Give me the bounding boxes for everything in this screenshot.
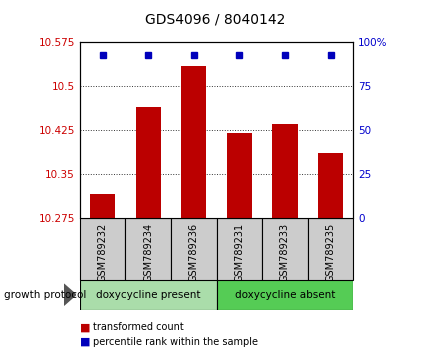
Bar [261,218,307,280]
Bar [272,124,297,218]
Text: GSM789234: GSM789234 [143,223,153,282]
Text: GSM789231: GSM789231 [234,223,244,282]
Bar [125,218,171,280]
Bar [181,66,206,218]
Text: percentile rank within the sample: percentile rank within the sample [92,337,257,347]
Bar [226,133,252,218]
Text: GSM789235: GSM789235 [325,223,335,282]
Bar [317,153,342,218]
Bar [216,218,261,280]
Text: doxycycline absent: doxycycline absent [234,290,335,300]
Text: GSM789236: GSM789236 [188,223,198,282]
Bar [80,218,125,280]
Text: GSM789232: GSM789232 [97,223,108,282]
Polygon shape [64,284,76,305]
Text: growth protocol: growth protocol [4,290,86,300]
Text: ■: ■ [80,337,90,347]
Bar [135,107,160,218]
Bar [216,280,353,310]
Text: GSM789233: GSM789233 [280,223,289,282]
Text: transformed count: transformed count [92,322,183,332]
Text: GDS4096 / 8040142: GDS4096 / 8040142 [145,12,285,27]
Text: ■: ■ [80,322,90,332]
Bar [80,280,216,310]
Bar [90,194,115,218]
Bar [171,218,216,280]
Bar [307,218,353,280]
Text: doxycycline present: doxycycline present [96,290,200,300]
